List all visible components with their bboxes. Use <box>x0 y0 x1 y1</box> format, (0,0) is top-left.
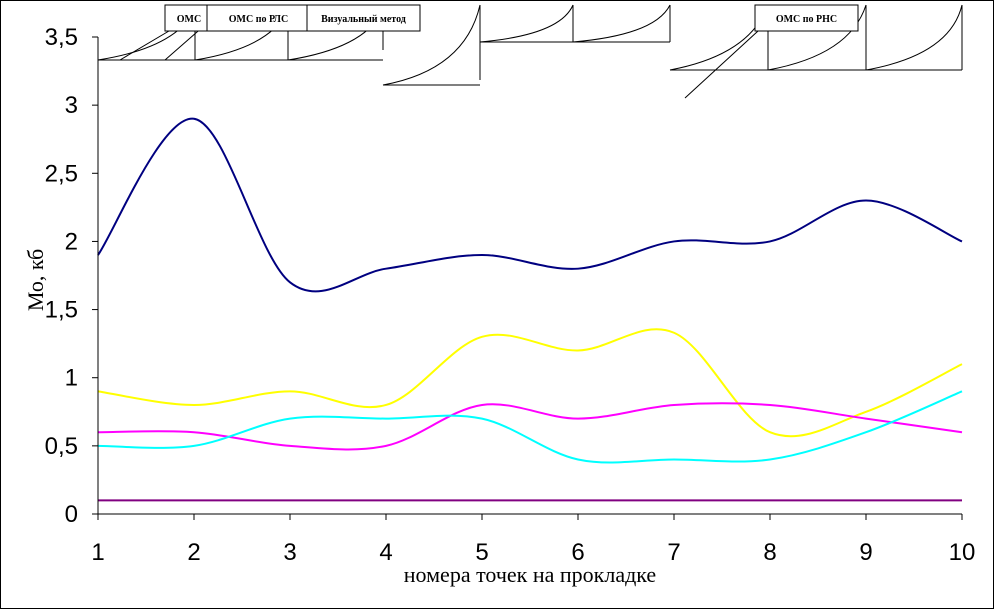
x-tick-label: 7 <box>667 539 680 566</box>
annotation-frame <box>164 4 214 32</box>
annotation-box: ОМС по РНС <box>754 4 859 32</box>
x-tick-label: 9 <box>859 539 872 566</box>
x-tick-label: 5 <box>475 539 488 566</box>
annotation-frame <box>306 4 421 32</box>
annotation-box: ОМС по РЛС <box>206 4 311 32</box>
annotation-box: ОМС <box>164 4 214 32</box>
x-axis-title: номера точек на прокладке <box>404 562 656 587</box>
series-line-4 <box>97 390 963 464</box>
y-tick-label: 0 <box>65 501 78 528</box>
series-line-3 <box>97 402 963 451</box>
x-tick-label: 2 <box>187 539 200 566</box>
annotation-label: ОМС <box>177 14 201 25</box>
y-tick-label: 1 <box>65 365 78 392</box>
annotation-label: ОМС по РЛС <box>229 14 288 25</box>
annotation-frame <box>754 4 859 32</box>
x-tick-label: 1 <box>91 539 104 566</box>
annotation-box: Визуальный метод <box>306 4 421 32</box>
annotation-frame <box>206 4 311 32</box>
series-line-2 <box>97 328 963 438</box>
y-tick-label: 0,5 <box>45 433 78 460</box>
leader-line <box>684 19 771 99</box>
series-layer <box>97 117 963 502</box>
annotation-label: ОМС по РНС <box>776 14 837 25</box>
x-tick-label: 3 <box>283 539 296 566</box>
x-tick-label: 6 <box>571 539 584 566</box>
y-axis-title: Мо, кб <box>23 249 48 311</box>
y-tick-label: 2 <box>65 228 78 255</box>
decor-arc <box>865 4 963 71</box>
decor-arc <box>479 4 574 43</box>
y-tick-label: 1,5 <box>45 297 78 324</box>
y-ticks: 0 0,5 1 1,5 2 2,5 3 3,5 <box>45 24 98 528</box>
decor-arc <box>767 4 867 71</box>
x-tick-label: 4 <box>379 539 392 566</box>
y-tick-label: 3,5 <box>45 24 78 51</box>
x-ticks: 1 2 3 4 5 6 7 8 9 10 <box>91 514 975 566</box>
y-tick-label: 2,5 <box>45 160 78 187</box>
series-line-1 <box>97 117 963 293</box>
x-tick-label: 10 <box>949 539 976 566</box>
decor-arc <box>572 4 671 43</box>
annotation-label: Визуальный метод <box>321 14 406 25</box>
annotations: ОМС ОМС по РЛС Визуальный метод ОМС по РНС <box>164 4 859 32</box>
axes <box>97 37 962 520</box>
decor-arc <box>382 4 481 86</box>
y-tick-label: 3 <box>65 92 78 119</box>
x-tick-label: 8 <box>763 539 776 566</box>
